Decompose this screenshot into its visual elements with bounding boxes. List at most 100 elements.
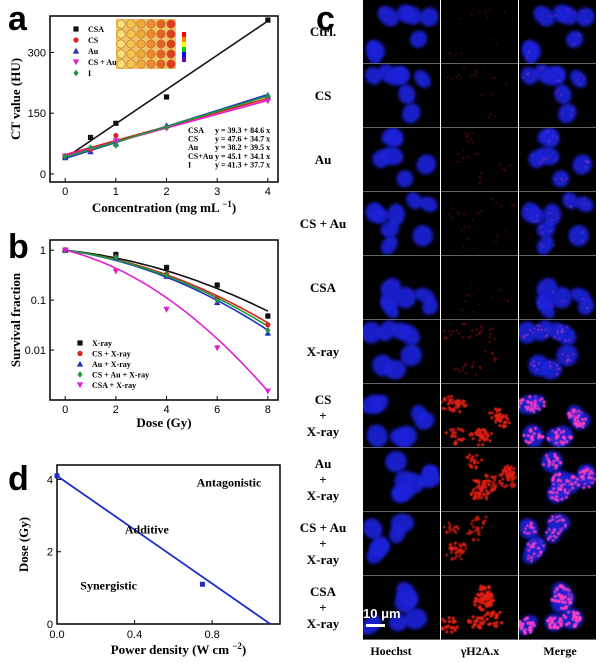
chart-a-xlabel-end: )	[232, 200, 236, 215]
nucleus	[541, 128, 560, 148]
gamma-focus	[502, 420, 506, 424]
chart-b-point	[113, 254, 119, 261]
gamma-focus	[447, 521, 451, 525]
gamma-focus	[526, 56, 529, 59]
gamma-focus	[450, 394, 454, 398]
chart-a-point	[265, 92, 271, 100]
micro-content	[519, 513, 571, 564]
gamma-focus	[510, 473, 514, 477]
gamma-focus	[462, 404, 467, 408]
gamma-focus	[540, 287, 543, 290]
gamma-focus	[571, 408, 575, 413]
gamma-focus	[478, 332, 481, 335]
gamma-focus	[473, 622, 478, 627]
gamma-focus	[557, 89, 560, 91]
gamma-focus	[542, 245, 545, 248]
gamma-focus	[448, 408, 452, 412]
gamma-focus	[492, 38, 495, 41]
gamma-focus	[442, 525, 446, 529]
gamma-focus	[523, 334, 527, 337]
gamma-focus	[480, 526, 484, 530]
gamma-focus	[575, 477, 579, 481]
gamma-focus	[572, 239, 574, 242]
row-label-line: CS + Au	[300, 216, 346, 231]
gamma-focus	[472, 537, 476, 541]
gamma-focus	[553, 616, 557, 620]
gamma-focus	[451, 401, 455, 405]
gamma-focus	[582, 469, 586, 473]
nucleus	[366, 424, 388, 448]
gamma-focus	[555, 520, 559, 523]
gamma-focus	[492, 621, 496, 626]
chart-a-legend-marker	[73, 37, 79, 43]
gamma-focus	[493, 205, 495, 207]
panel-c-letter: c	[316, 0, 335, 38]
gamma-focus	[576, 416, 580, 420]
gamma-focus	[449, 542, 453, 546]
gamma-focus	[491, 198, 494, 200]
chart-b-point	[265, 322, 271, 328]
row-label-line: +	[319, 600, 326, 615]
gamma-focus	[491, 76, 494, 79]
nucleus	[415, 412, 435, 430]
gamma-focus	[450, 207, 453, 210]
gamma-focus	[471, 366, 474, 369]
nucleus	[377, 5, 399, 27]
gamma-focus	[479, 210, 482, 212]
gamma-focus	[443, 619, 447, 624]
gamma-focus	[561, 330, 564, 333]
gamma-focus	[567, 358, 570, 361]
gamma-focus	[485, 594, 489, 598]
gamma-focus	[473, 492, 477, 496]
gamma-focus	[506, 417, 510, 421]
gamma-focus	[519, 405, 521, 409]
micro-panel	[519, 192, 596, 256]
gamma-focus	[481, 607, 485, 612]
nucleus	[385, 128, 404, 148]
gamma-focus	[466, 156, 469, 159]
gamma-focus	[573, 624, 577, 629]
gamma-focus	[532, 552, 536, 556]
gamma-focus	[524, 527, 527, 531]
gamma-focus	[578, 421, 582, 425]
gamma-focus	[459, 545, 463, 548]
gamma-focus	[502, 167, 505, 170]
gamma-focus	[568, 600, 573, 604]
gamma-focus	[461, 308, 464, 311]
chart-b-point	[62, 247, 69, 254]
gamma-focus	[557, 532, 560, 536]
gamma-focus	[554, 473, 558, 477]
gamma-focus	[466, 135, 469, 138]
gamma-focus	[540, 328, 543, 331]
chart-a-inset-well	[166, 49, 176, 59]
gamma-focus	[566, 479, 570, 483]
chart-a-eq-name: CSA	[188, 126, 204, 135]
gamma-focus	[474, 153, 477, 156]
chart-a-legend-marker	[73, 69, 79, 77]
nucleus	[410, 30, 428, 48]
micro-content	[520, 64, 587, 124]
nucleus	[406, 192, 423, 210]
gamma-focus	[476, 538, 480, 542]
gamma-focus	[450, 398, 454, 402]
gamma-focus	[551, 462, 555, 466]
chart-b-fit-curve	[65, 249, 269, 392]
gamma-focus	[458, 410, 462, 414]
gamma-focus	[551, 477, 555, 481]
gamma-focus	[506, 464, 510, 468]
gamma-focus	[537, 436, 541, 440]
gamma-focus	[464, 543, 467, 547]
chart-d-region-label: Additive	[125, 523, 170, 537]
gamma-focus	[495, 235, 498, 238]
micro-content	[385, 451, 440, 504]
gamma-focus	[536, 214, 538, 217]
gamma-focus	[563, 300, 566, 303]
gamma-focus	[530, 401, 534, 405]
row-label: CSA + X-ray	[307, 584, 340, 631]
gamma-focus	[457, 211, 460, 214]
nucleus	[385, 451, 407, 473]
gamma-focus	[449, 428, 453, 432]
gamma-focus	[511, 477, 515, 481]
chart-b-point	[264, 388, 272, 395]
